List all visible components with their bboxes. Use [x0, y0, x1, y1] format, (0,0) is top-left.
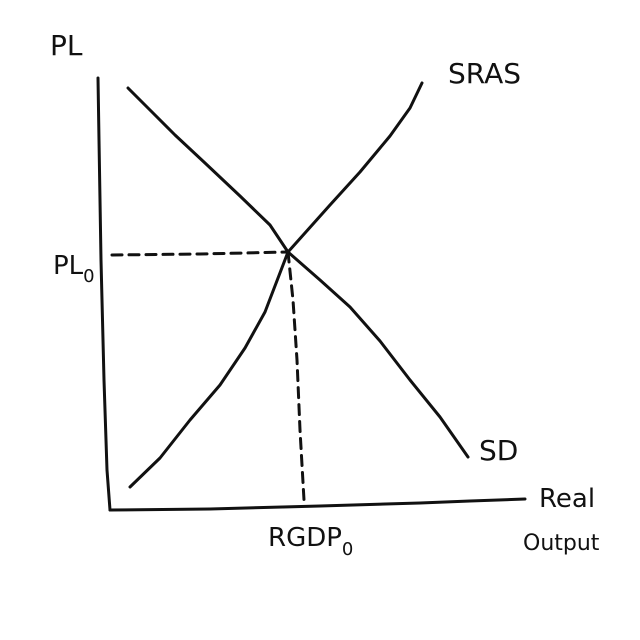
equilibrium-price-label-main: PL — [53, 251, 84, 281]
sd-curve — [126, 86, 470, 459]
x-axis — [108, 497, 527, 512]
x-axis-label-line1: Real — [539, 484, 595, 514]
x-axis-label-line2: Output — [523, 531, 600, 556]
sras-curve — [128, 81, 424, 489]
equilibrium-output-label: RGDP0 — [268, 523, 353, 560]
equilibrium-price-label: PL0 — [53, 251, 95, 287]
equilibrium-price-guide-line — [110, 250, 290, 257]
equilibrium-output-label-subscript: 0 — [342, 539, 353, 560]
sd-label: SD — [479, 434, 518, 467]
equilibrium-output-label-main: RGDP — [268, 523, 342, 553]
equilibrium-output-guide-line — [286, 250, 306, 502]
equilibrium-price-label-subscript: 0 — [83, 266, 94, 287]
y-axis — [96, 76, 112, 512]
y-axis-label: PL — [50, 29, 83, 62]
sras-label: SRAS — [448, 57, 521, 90]
